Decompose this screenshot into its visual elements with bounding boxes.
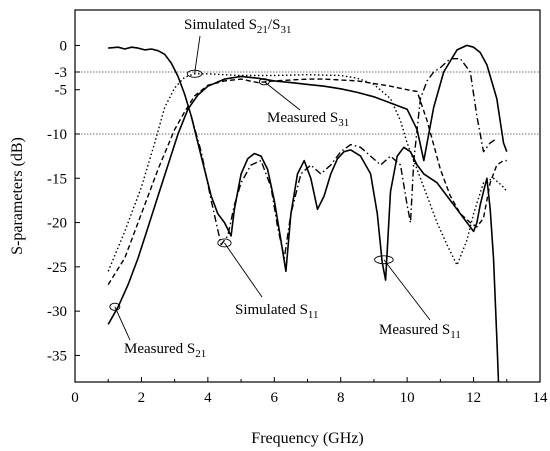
annotation-ellipse xyxy=(374,255,394,265)
y-tick-label: -15 xyxy=(47,171,67,187)
annotation-ellipse xyxy=(186,69,203,78)
y-axis-title: S-parameters (dB) xyxy=(9,137,26,255)
y-tick-label: -20 xyxy=(47,216,67,232)
y-tick-label: -30 xyxy=(47,304,67,320)
y-tick-label: -5 xyxy=(55,83,68,99)
annotation-leader xyxy=(224,242,263,298)
annotation-measured-s21: Measured S21 xyxy=(124,341,206,360)
annotation-ellipse xyxy=(258,78,270,86)
y-tick-label: -35 xyxy=(47,348,67,364)
y-tick-label: -25 xyxy=(47,260,67,276)
x-tick-label: 14 xyxy=(533,390,549,406)
series-line-measured-s21 xyxy=(107,44,508,325)
x-tick-label: 2 xyxy=(138,390,146,406)
x-tick-label: 6 xyxy=(271,390,279,406)
annotation-simulated-s21-s31: Simulated S21/S31 xyxy=(184,17,291,36)
series-layer xyxy=(107,44,508,382)
plot-frame xyxy=(74,9,541,383)
y-tick-label: 0 xyxy=(60,38,68,54)
x-tick-label: 4 xyxy=(204,390,212,406)
x-tick-label: 10 xyxy=(400,390,415,406)
series-line-simulated-s21-s31 xyxy=(107,73,508,272)
annotation-leader xyxy=(194,35,201,74)
annotation-simulated-s11: Simulated S11 xyxy=(235,302,319,321)
x-tick-label: 0 xyxy=(71,390,79,406)
annotation-ellipse xyxy=(109,302,121,311)
annotation-measured-s11: Measured S11 xyxy=(379,322,461,341)
series-line-measured-s11 xyxy=(108,46,500,382)
x-tick-label: 8 xyxy=(337,390,345,406)
annotation-measured-s31: Measured S31 xyxy=(267,110,349,129)
annotation-leader xyxy=(383,259,431,321)
x-tick-label: 12 xyxy=(466,390,481,406)
y-tick-label: -10 xyxy=(47,127,67,143)
y-tick-label: -3 xyxy=(55,65,68,81)
x-axis-title: Frequency (GHz) xyxy=(251,430,363,447)
annotation-ellipse xyxy=(217,238,232,248)
annotation-shapes xyxy=(109,35,431,341)
series-line-simulated-s11 xyxy=(190,58,498,259)
annotation-leader xyxy=(114,306,131,341)
reference-lines xyxy=(75,71,540,135)
annotation-leader xyxy=(264,81,301,111)
axis-ticks: 0 2 4 6 8 10 12 14 0 -3 -5 -10 -15 -20 -25 -30 -35 xyxy=(47,38,548,406)
